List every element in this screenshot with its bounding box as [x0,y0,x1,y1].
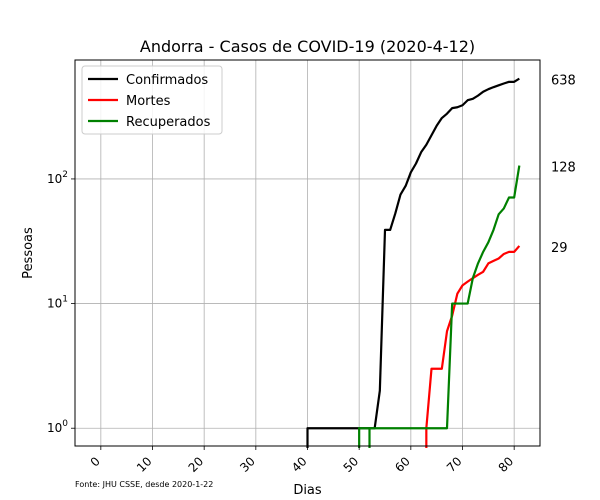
y-tick-base: 10 [47,421,62,435]
y-tick-label: 100 [47,419,68,435]
legend-label-mortes: Mortes [126,94,171,109]
x-axis-label: Dias [293,483,322,498]
x-tick-label: 70 [444,454,465,475]
end-label-confirmados: 638 [551,74,576,89]
x-axis-ticks: 0 10 20 30 40 50 60 70 80 [88,446,517,475]
series-line-mortes [425,245,521,448]
x-tick-label: 20 [186,454,207,475]
x-tick-label: 30 [237,454,258,475]
x-tick-label: 10 [134,454,155,475]
legend-box [81,65,223,135]
legend-label-recuperados: Recuperados [126,115,211,130]
end-label-mortes: 29 [551,241,568,256]
chart-title: Andorra - Casos de COVID-19 (2020-4-12) [140,37,475,56]
legend: Confirmados Mortes Recuperados [81,65,223,135]
x-tick-label: 0 [88,454,103,469]
x-tick-label: 60 [392,454,413,475]
series-line-confirmados [306,77,520,448]
y-tick-exponent: 0 [62,419,68,429]
y-tick-label: 102 [47,170,68,186]
y-tick-label: 101 [47,295,68,311]
series-line-recuperados [368,165,521,448]
end-value-labels: 638 29 128 [551,74,576,256]
end-label-recuperados: 128 [551,161,576,176]
source-note: Fonte: JHU CSSE, desde 2020-1-22 [75,480,213,489]
series-line-recuperados-segment [358,427,370,448]
y-tick-base: 10 [47,172,62,186]
x-tick-label: 40 [289,454,310,475]
y-tick-exponent: 1 [62,295,68,305]
y-axis-label: Pessoas [21,227,36,279]
x-tick-label: 50 [341,454,362,475]
y-tick-exponent: 2 [62,170,68,180]
series-lines [306,77,521,448]
x-tick-label: 80 [496,454,517,475]
legend-label-confirmados: Confirmados [126,73,208,88]
y-tick-base: 10 [47,297,62,311]
